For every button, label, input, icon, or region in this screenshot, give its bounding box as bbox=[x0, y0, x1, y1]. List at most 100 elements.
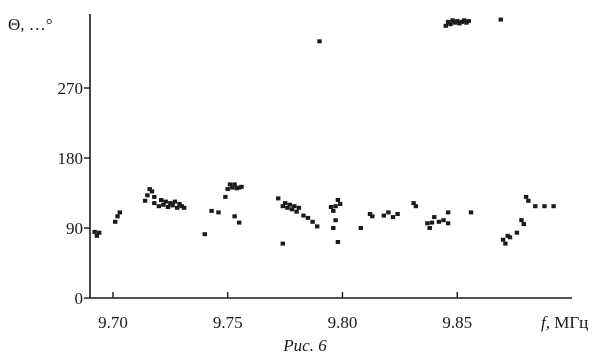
data-point bbox=[237, 220, 242, 225]
data-point bbox=[542, 204, 547, 209]
data-point bbox=[94, 233, 100, 238]
data-point bbox=[145, 193, 150, 198]
data-point bbox=[152, 194, 157, 199]
data-point bbox=[411, 201, 416, 206]
data-point bbox=[461, 18, 467, 23]
axes bbox=[89, 14, 572, 299]
data-point bbox=[464, 20, 469, 25]
data-point bbox=[443, 23, 448, 28]
y-tick-label: 90 bbox=[66, 219, 83, 238]
data-point bbox=[457, 21, 462, 26]
data-point bbox=[276, 196, 281, 201]
data-point bbox=[170, 203, 175, 208]
data-point bbox=[282, 201, 288, 206]
data-point bbox=[289, 207, 295, 212]
data-point bbox=[216, 210, 221, 215]
data-point bbox=[232, 182, 237, 187]
data-point bbox=[381, 213, 386, 218]
data-point bbox=[117, 210, 122, 215]
data-point bbox=[113, 219, 118, 224]
data-point bbox=[526, 198, 531, 203]
data-point bbox=[305, 215, 311, 220]
data-point bbox=[466, 19, 471, 24]
data-point bbox=[333, 204, 338, 209]
data-point bbox=[315, 224, 320, 229]
data-point bbox=[450, 18, 455, 23]
x-tick-label: 9.70 bbox=[98, 313, 128, 332]
data-point bbox=[445, 210, 451, 215]
data-point bbox=[175, 205, 180, 210]
data-point bbox=[296, 205, 302, 210]
data-point bbox=[395, 212, 400, 216]
data-point bbox=[97, 230, 102, 235]
data-point bbox=[390, 215, 396, 220]
data-point bbox=[223, 194, 228, 199]
data-point bbox=[358, 226, 363, 230]
figure-caption: Рис. 6 bbox=[283, 336, 327, 355]
data-point bbox=[225, 187, 230, 192]
y-tick-label: 180 bbox=[58, 149, 84, 168]
data-point bbox=[230, 185, 235, 190]
data-point bbox=[285, 205, 290, 210]
data-point bbox=[159, 198, 164, 202]
data-point bbox=[455, 19, 460, 24]
data-point bbox=[551, 204, 556, 209]
y-tick-label: 270 bbox=[58, 79, 84, 98]
x-tick-label: 9.85 bbox=[442, 313, 472, 332]
data-point bbox=[521, 222, 526, 227]
data-point bbox=[333, 218, 338, 223]
data-point bbox=[500, 237, 506, 242]
data-point bbox=[237, 185, 242, 190]
x-tick-label: 9.75 bbox=[213, 313, 243, 332]
x-axis-label: f, МГц bbox=[541, 313, 588, 332]
data-point bbox=[172, 199, 178, 204]
data-point bbox=[92, 229, 97, 234]
data-point bbox=[292, 204, 297, 209]
data-point bbox=[181, 205, 187, 210]
data-point bbox=[452, 20, 458, 25]
data-point bbox=[202, 232, 207, 237]
data-point bbox=[386, 210, 391, 215]
data-point bbox=[436, 219, 442, 224]
data-point bbox=[165, 205, 171, 209]
data-point bbox=[328, 205, 334, 209]
data-point bbox=[533, 204, 538, 209]
data-point bbox=[441, 218, 446, 223]
data-point bbox=[429, 220, 435, 225]
data-point bbox=[232, 214, 237, 219]
data-point bbox=[331, 226, 336, 230]
data-point bbox=[287, 202, 292, 207]
y-tick-label: 0 bbox=[75, 289, 84, 308]
data-point bbox=[147, 187, 152, 192]
data-point bbox=[179, 204, 184, 209]
data-point bbox=[505, 233, 510, 238]
data-point bbox=[163, 199, 168, 204]
x-tick-label: 9.80 bbox=[328, 313, 358, 332]
data-point bbox=[317, 39, 322, 44]
data-points bbox=[92, 17, 556, 246]
x-axis-label-variable: f bbox=[541, 313, 548, 332]
data-point bbox=[507, 235, 513, 240]
ticks: 0 90 180 270 9.70 9.75 9.80 9.85 bbox=[58, 79, 473, 332]
data-point bbox=[209, 208, 214, 213]
data-point bbox=[503, 241, 508, 246]
data-point bbox=[468, 210, 474, 215]
data-point bbox=[280, 241, 285, 246]
data-point bbox=[161, 202, 166, 207]
data-point bbox=[370, 214, 375, 219]
x-axis-label-unit: , МГц bbox=[546, 313, 589, 332]
data-point bbox=[168, 201, 173, 206]
data-point bbox=[338, 201, 343, 206]
data-point bbox=[427, 226, 432, 230]
data-point bbox=[445, 19, 451, 24]
data-point bbox=[142, 198, 148, 203]
data-point bbox=[523, 194, 529, 199]
data-point bbox=[234, 186, 240, 191]
data-point bbox=[149, 189, 155, 194]
data-point bbox=[310, 219, 315, 224]
data-point bbox=[335, 198, 341, 202]
data-point bbox=[519, 218, 524, 223]
data-point bbox=[432, 215, 437, 220]
data-point bbox=[177, 201, 182, 206]
